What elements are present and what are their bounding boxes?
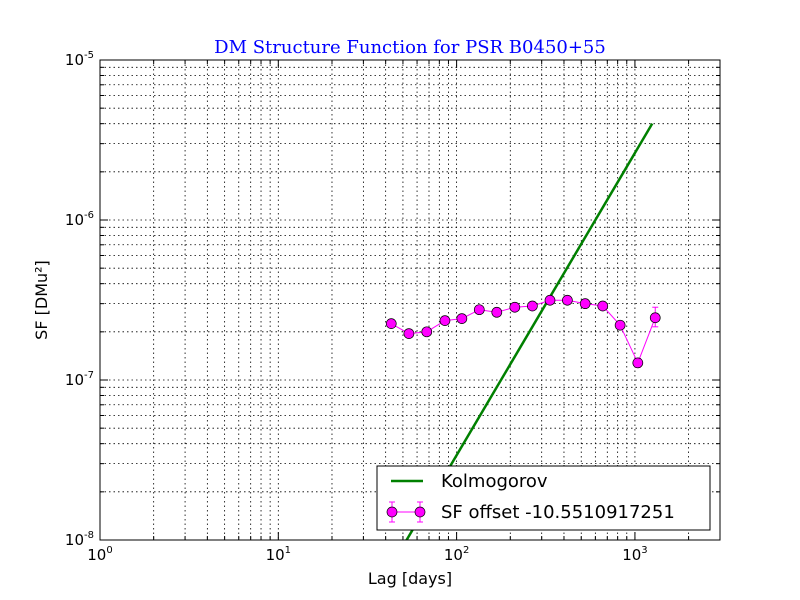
tick-labels: 100 101 102 103 10-8 10-7 10-6 10-5 (65, 50, 648, 564)
x-axis-label: Lag [days] (368, 569, 452, 588)
sf-data-point (544, 294, 556, 306)
x-tick-label: 100 (87, 545, 112, 564)
x-tick-label: 101 (266, 545, 291, 564)
sf-data-point (491, 306, 503, 318)
legend-kolmogorov-label: Kolmogorov (441, 471, 548, 492)
y-tick-label: 10-5 (65, 50, 94, 69)
sf-data-point (614, 319, 626, 331)
sf-data-point (421, 326, 433, 338)
legend-sf-label: SF offset -10.5510917251 (441, 502, 675, 523)
y-axis-label: SF [DMu²] (32, 260, 51, 340)
legend-sf-swatch (386, 501, 426, 523)
sf-data-point (509, 301, 521, 313)
y-tick-label: 10-6 (65, 210, 94, 229)
sf-data-point (649, 312, 661, 324)
sf-data-point (473, 304, 485, 316)
sf-data-point (439, 315, 451, 326)
legend-sf-marker (386, 506, 398, 518)
axes-frame (99, 59, 721, 541)
legend-box (376, 465, 711, 531)
legend: Kolmogorov SF offset -10.5510917251 (376, 465, 711, 531)
legend-sf-marker (414, 506, 426, 518)
sf-data-point (456, 313, 468, 324)
sf-offset-line (391, 299, 656, 365)
sf-data-point (527, 300, 538, 312)
y-tick-label: 10-7 (65, 370, 94, 389)
x-tick-label: 102 (444, 545, 469, 564)
y-tick-label: 10-8 (65, 530, 94, 549)
axis-ticks (99, 59, 721, 541)
sf-data-point (597, 300, 609, 312)
x-tick-label: 103 (622, 545, 647, 564)
sf-data-point (632, 357, 644, 369)
chart-title: DM Structure Function for PSR B0450+55 (214, 37, 606, 58)
sf-data-point (579, 298, 591, 310)
sf-data-point (385, 318, 397, 330)
sf-data-point (562, 294, 573, 306)
sf-data-point (403, 328, 415, 339)
